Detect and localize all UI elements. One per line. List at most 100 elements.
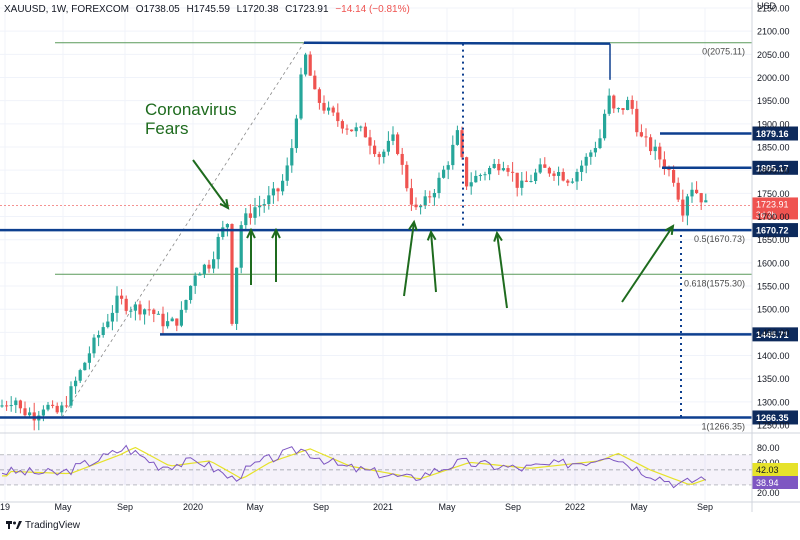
currency-label: USD: [757, 1, 777, 11]
candle-body: [455, 130, 459, 145]
candle-body: [428, 196, 432, 198]
candle-body: [437, 177, 441, 193]
candle-body: [538, 164, 542, 173]
candle-body: [161, 313, 165, 327]
fib-level-label: 0.5(1670.73): [694, 234, 745, 244]
level-tag-label: 1445.71: [756, 330, 789, 340]
candle-body: [653, 146, 657, 152]
candle-body: [179, 309, 183, 326]
candle-body: [28, 412, 32, 416]
price-tick-label: 1900.00: [757, 119, 790, 129]
candle-body: [290, 148, 294, 166]
candle-body: [156, 313, 160, 315]
candle-body: [446, 165, 450, 170]
candle-body: [64, 405, 68, 407]
candle-body: [9, 405, 13, 407]
candle-body: [419, 205, 423, 208]
candle-body: [414, 204, 418, 208]
green-arrow-head: [493, 230, 503, 242]
candle-body: [184, 300, 188, 310]
tradingview-icon: [6, 521, 22, 530]
rsi-ma-value-label: 38.94: [756, 478, 779, 488]
candle-body: [74, 380, 78, 387]
candle-body: [193, 275, 197, 286]
time-tick-label: May: [438, 502, 456, 512]
price-tick-label: 1400.00: [757, 351, 790, 361]
candle-body: [248, 213, 252, 218]
annotation-line-1: Coronavirus: [145, 100, 237, 119]
candle-body: [492, 163, 496, 168]
candle-body: [97, 335, 101, 338]
chart-header: XAUUSD, 1W, FOREXCOM O1738.05 H1745.59 L…: [4, 4, 414, 15]
green-arrow-head: [664, 224, 675, 236]
low-value: L1720.38: [236, 4, 279, 15]
price-tick-label: 2000.00: [757, 73, 790, 83]
tradingview-logo[interactable]: TradingView: [6, 520, 80, 531]
green-arrow: [192, 159, 229, 209]
candle-body: [129, 310, 133, 312]
price-tick-label: 1300.00: [757, 397, 790, 407]
candle-body: [635, 108, 639, 133]
candle-body: [534, 172, 538, 181]
candle-body: [593, 148, 597, 153]
candle-body: [235, 267, 239, 324]
candle-body: [92, 337, 96, 354]
level-tag-label: 1670.72: [756, 226, 789, 236]
green-arrow-head: [271, 227, 281, 239]
candle-body: [626, 99, 630, 110]
candle-body: [685, 196, 689, 216]
support-resistance-levels: 1879.16 1805.17 1670.72 1445.71 1266.35 1723.…: [0, 126, 798, 425]
change-value: −14.14 (−0.81%): [335, 4, 410, 15]
candle-body: [345, 128, 349, 130]
candle-body: [432, 192, 436, 198]
candle-body: [46, 404, 50, 410]
candle-body: [304, 54, 308, 75]
green-arrow: [430, 231, 437, 293]
time-tick-label: May: [630, 502, 648, 512]
rsi-value-label: 42.03: [756, 465, 779, 475]
candle-body: [368, 137, 372, 146]
price-axis: 2150.00 2100.00 2050.00 2000.00 1950.00 1900.…: [751, 0, 790, 512]
green-arrow: [496, 232, 508, 309]
price-tick-label: 1450.00: [757, 328, 790, 338]
candle-body: [644, 136, 648, 138]
candle-body: [276, 188, 280, 192]
candle-body: [317, 89, 321, 103]
candle-body: [400, 153, 404, 165]
candle-body: [202, 264, 206, 274]
candle-body: [396, 134, 400, 154]
current-price-tag: [752, 197, 798, 220]
price-tick-label: 1850.00: [757, 143, 790, 153]
candle-body: [138, 304, 142, 315]
candle-body: [639, 132, 643, 137]
rsi-line: [1, 444, 707, 489]
symbol-label: XAUUSD, 1W, FOREXCOM: [4, 4, 130, 15]
candle-body: [506, 168, 510, 172]
candle-body: [124, 298, 128, 311]
candle-body: [267, 195, 271, 205]
candle-body: [382, 151, 386, 158]
fib-level-label: 0(2075.11): [702, 47, 745, 57]
candle-body: [520, 180, 524, 188]
candle-body: [18, 400, 22, 409]
candle-body: [120, 295, 124, 299]
candle-body: [101, 327, 105, 336]
rsi-tick-label: 80.00: [757, 443, 780, 453]
rsi-ma-tag: [752, 463, 798, 476]
candle-body: [570, 181, 574, 183]
candle-body: [336, 112, 340, 122]
candle-body: [281, 180, 285, 192]
time-tick-label: Sep: [313, 502, 329, 512]
candle-body: [690, 189, 694, 197]
candle-body: [143, 309, 147, 315]
candle-body: [607, 95, 611, 114]
candle-body: [630, 99, 634, 109]
candle-body: [230, 224, 234, 324]
time-tick-label: 2020: [183, 502, 203, 512]
candle-body: [667, 168, 671, 170]
candle-body: [612, 95, 616, 109]
price-tick-label: 1350.00: [757, 374, 790, 384]
price-tick-label: 1750.00: [757, 189, 790, 199]
level-tag: [752, 160, 798, 175]
